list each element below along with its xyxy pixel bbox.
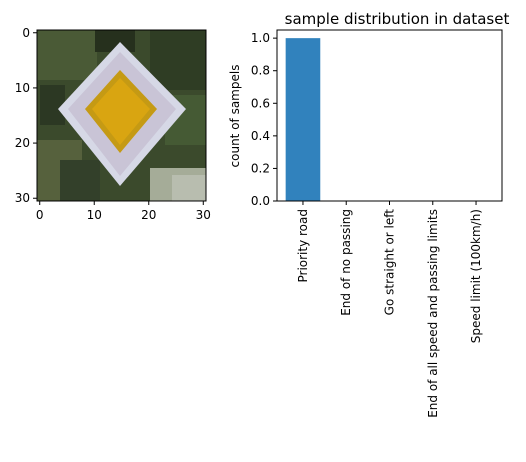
image-frame: [36, 29, 207, 202]
y-axis-ticks: 0.0 0.2 0.4 0.6 0.8 1.0: [251, 31, 277, 208]
y-tick-label: 0.6: [251, 96, 270, 110]
image-panel: 0 10 20 30 0 10 20 30: [15, 26, 211, 222]
image-y-ticks: 0 10 20 30: [15, 26, 37, 205]
x-tick-label: End of all speed and passing limits: [426, 209, 440, 418]
x-axis-ticks: Priority road End of no passing Go straigh…: [296, 201, 483, 418]
y-axis-label: count of sampels: [228, 65, 242, 168]
image-x-tick-label: 20: [141, 208, 156, 222]
x-tick-label: Go straight or left: [383, 209, 397, 316]
image-x-ticks: 0 10 20 30: [36, 201, 211, 222]
image-y-tick-label: 30: [15, 191, 30, 205]
road-sign-image: [37, 30, 206, 201]
y-tick-label: 1.0: [251, 31, 270, 45]
y-tick-label: 0.2: [251, 161, 270, 175]
bar-chart: sample distribution in dataset count of …: [228, 10, 509, 418]
image-y-tick-label: 10: [15, 81, 30, 95]
bars: [285, 38, 321, 202]
image-x-tick-label: 30: [196, 208, 211, 222]
chart-title: sample distribution in dataset: [285, 10, 510, 28]
y-tick-label: 0.8: [251, 64, 270, 78]
y-tick-label: 0.0: [251, 194, 270, 208]
image-y-tick-label: 0: [22, 26, 30, 40]
y-tick-label: 0.4: [251, 129, 270, 143]
x-tick-label: Priority road: [296, 209, 310, 283]
image-y-tick-label: 20: [15, 136, 30, 150]
bar: [285, 38, 321, 202]
x-tick-label: End of no passing: [339, 209, 353, 316]
x-tick-label: Speed limit (100km/h): [469, 209, 483, 343]
image-x-tick-label: 10: [87, 208, 102, 222]
image-x-tick-label: 0: [36, 208, 44, 222]
